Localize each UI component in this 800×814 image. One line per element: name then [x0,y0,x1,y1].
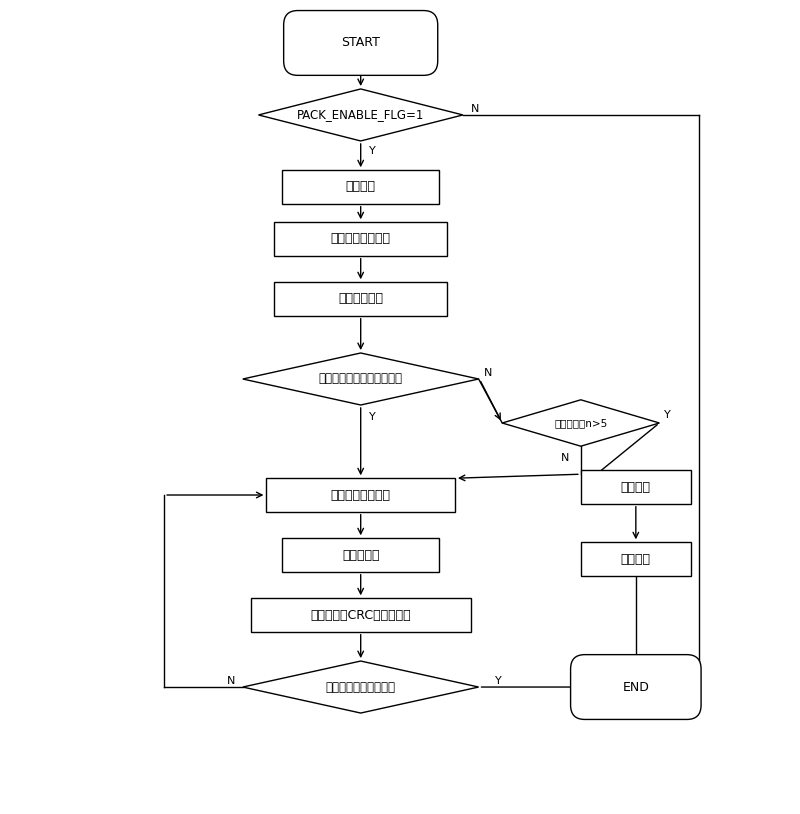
Text: N: N [484,368,492,378]
Bar [581,470,691,504]
Text: 非法操作: 非法操作 [621,480,651,493]
Polygon shape [242,661,478,713]
Bar [250,598,470,632]
Bar [274,282,447,316]
Text: 监测权限是否匹配操作密钥: 监测权限是否匹配操作密钥 [318,373,402,386]
Text: Y: Y [495,676,502,685]
Text: PACK_ENABLE_FLG=1: PACK_ENABLE_FLG=1 [297,108,424,121]
Text: Y: Y [369,146,376,155]
Bar [274,222,447,256]
Text: 监测权限人员姓名: 监测权限人员姓名 [330,233,390,246]
FancyBboxPatch shape [570,654,701,720]
Text: 记录异常: 记录异常 [621,553,651,566]
Text: END: END [622,681,650,694]
Bar [282,170,439,204]
Text: N: N [470,103,479,114]
Text: N: N [226,676,235,685]
Polygon shape [502,400,659,446]
Bar [581,542,691,575]
Text: 启动封装: 启动封装 [346,181,376,194]
Text: 不匹配次数n>5: 不匹配次数n>5 [554,418,607,428]
Text: 输入数据操作频率: 输入数据操作频率 [330,488,390,501]
Bar [282,538,439,571]
Text: Y: Y [369,412,376,422]
Text: 可视性封装: 可视性封装 [342,549,379,562]
Text: N: N [561,453,570,463]
Polygon shape [242,353,478,405]
Text: 所有数据是否封装完毕: 所有数据是否封装完毕 [326,681,396,694]
Bar [266,478,455,512]
Text: 匹配报头、CRC和拆分密钥: 匹配报头、CRC和拆分密钥 [310,609,411,622]
Text: 输入操作密钥: 输入操作密钥 [338,292,383,305]
Text: START: START [342,37,380,50]
Polygon shape [258,89,463,141]
FancyBboxPatch shape [284,11,438,76]
Text: Y: Y [664,410,670,420]
